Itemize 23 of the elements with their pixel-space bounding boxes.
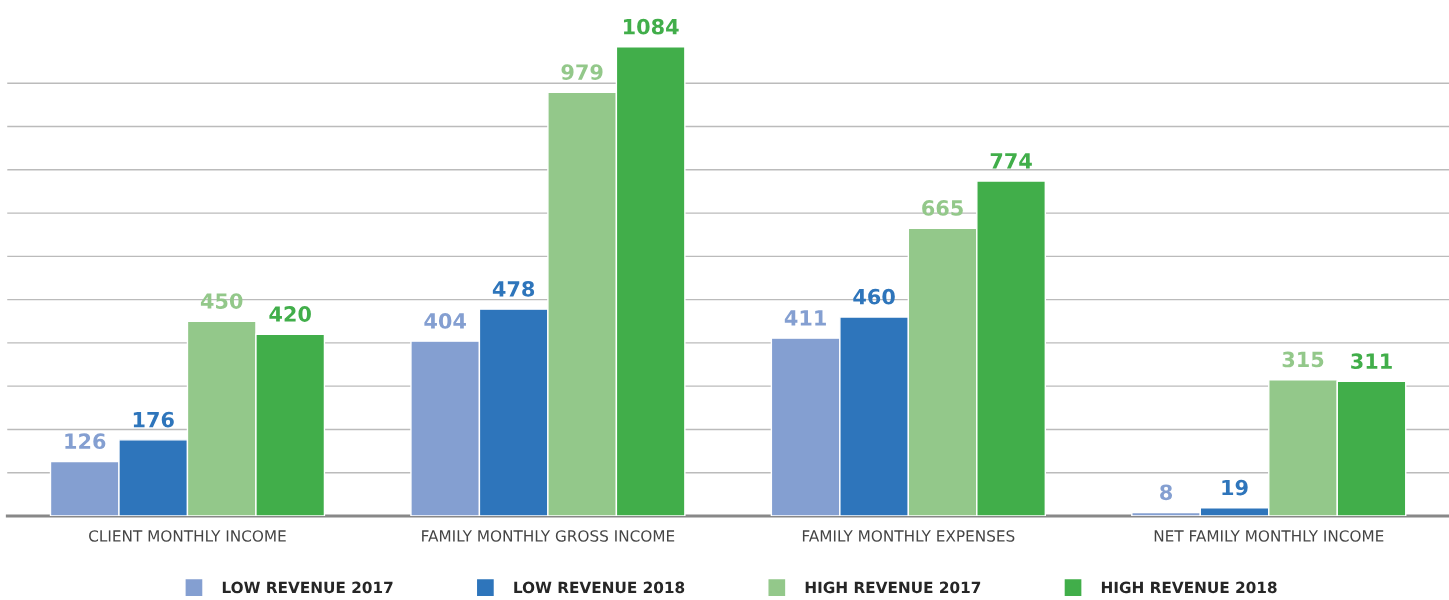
- data-label: 665: [922, 200, 963, 216]
- data-label: 8: [1160, 484, 1173, 501]
- data-label: 126: [65, 433, 106, 450]
- legend-label: HIGH REVENUE 2018: [1101, 581, 1277, 594]
- x-tick-label: CLIENT MONTHLY INCOME: [89, 530, 286, 542]
- data-label: 176: [133, 411, 174, 428]
- x-tick-label: FAMILY MONTHLY GROSS INCOME: [422, 530, 675, 542]
- legend-label: HIGH REVENUE 2017: [805, 581, 981, 594]
- x-tick-label: FAMILY MONTHLY EXPENSES: [802, 530, 1015, 542]
- data-label: 774: [990, 153, 1032, 169]
- data-label: 979: [561, 64, 603, 80]
- legend-label: LOW REVENUE 2017: [222, 581, 393, 594]
- x-tick-label: NET FAMILY MONTHLY INCOME: [1154, 530, 1384, 542]
- data-label: 311: [1351, 353, 1392, 370]
- data-label: 411: [784, 310, 826, 326]
- data-label: 420: [269, 306, 311, 322]
- data-label: 1084: [623, 18, 679, 35]
- legend-label: LOW REVENUE 2018: [514, 581, 685, 594]
- data-label: 315: [1282, 351, 1324, 368]
- data-label: 478: [492, 281, 535, 297]
- data-label: 460: [853, 288, 895, 305]
- data-label: 404: [424, 313, 466, 329]
- data-label: 19: [1222, 479, 1248, 496]
